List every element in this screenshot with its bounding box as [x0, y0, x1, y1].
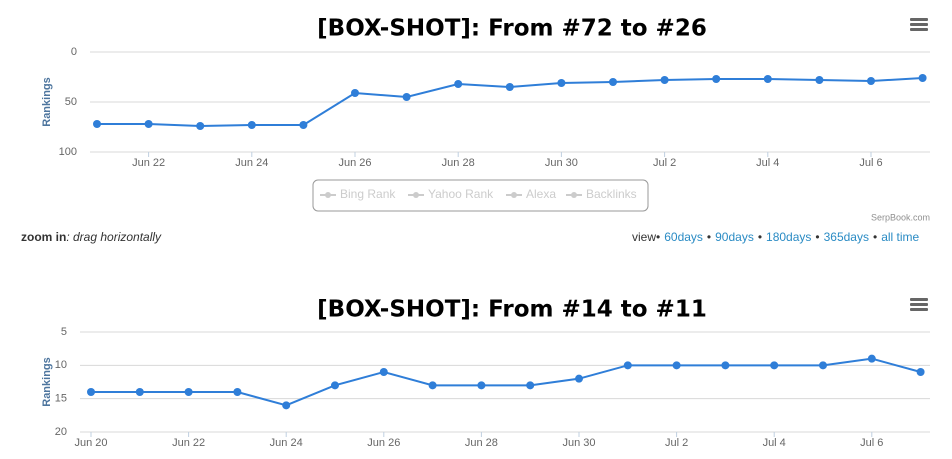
data-point	[93, 120, 101, 128]
zoom-label: zoom in	[21, 230, 66, 244]
legend-marker	[511, 192, 517, 198]
view-link[interactable]: 60days	[664, 230, 703, 244]
y-tick-label: 100	[59, 146, 77, 158]
x-tick-label: Jun 30	[545, 157, 578, 169]
y-tick-label: 15	[55, 393, 67, 405]
data-point	[233, 388, 242, 396]
legend-item[interactable]: Alexa	[526, 187, 556, 201]
data-point	[815, 76, 824, 84]
legend-marker	[325, 192, 331, 198]
legend-marker	[413, 192, 419, 198]
y-tick-label: 20	[55, 426, 67, 438]
data-point	[623, 361, 632, 370]
x-tick-label: Jul 2	[653, 157, 676, 169]
data-point	[402, 93, 411, 101]
data-point	[918, 74, 927, 82]
x-tick-label: Jun 24	[270, 437, 303, 449]
view-label: view	[632, 230, 656, 244]
separator: •	[873, 230, 877, 244]
x-tick-label: Jul 6	[860, 437, 883, 449]
data-point	[819, 361, 827, 370]
view-link[interactable]: 180days	[766, 230, 811, 244]
data-point	[184, 388, 193, 396]
x-tick-label: Jun 26	[338, 157, 371, 169]
chart-title: [BOX-SHOT]: From #72 to #26	[317, 16, 707, 42]
y-tick-label: 0	[71, 46, 77, 58]
view-link[interactable]: 365days	[824, 230, 869, 244]
chart-title: [BOX-SHOT]: From #14 to #11	[317, 297, 707, 323]
data-point	[867, 354, 876, 363]
data-point	[144, 120, 153, 128]
legend-item[interactable]: Yahoo Rank	[428, 187, 494, 201]
data-point	[721, 361, 730, 370]
data-point	[916, 368, 925, 376]
data-point	[770, 361, 779, 370]
x-tick-label: Jul 2	[665, 437, 688, 449]
view-link[interactable]: 90days	[715, 230, 754, 244]
data-point	[87, 388, 95, 396]
data-point	[867, 77, 875, 85]
x-tick-label: Jul 4	[763, 437, 786, 449]
data-point	[135, 388, 144, 396]
separator: •	[815, 230, 819, 244]
data-line	[91, 357, 921, 407]
data-point	[660, 76, 669, 84]
menu-icon[interactable]	[910, 18, 928, 31]
view-link[interactable]: all time	[881, 230, 919, 244]
data-point	[712, 75, 721, 83]
data-point	[331, 381, 339, 390]
data-point	[379, 368, 388, 376]
data-point	[557, 79, 566, 87]
separator: •	[758, 230, 762, 244]
y-axis-label: Rankings	[41, 357, 53, 407]
x-tick-label: Jun 28	[442, 157, 475, 169]
data-point	[299, 121, 308, 129]
separator: •	[656, 230, 660, 244]
x-tick-label: Jun 26	[367, 437, 400, 449]
data-point	[247, 121, 256, 129]
data-point	[672, 361, 681, 370]
data-point	[609, 78, 617, 86]
data-point	[454, 80, 463, 88]
legend-item[interactable]: Bing Rank	[340, 187, 396, 201]
data-point	[505, 83, 514, 91]
legend-box	[312, 179, 649, 212]
data-point	[477, 381, 486, 390]
zoom-text: : drag horizontally	[66, 230, 162, 244]
legend-item[interactable]: Backlinks	[586, 187, 637, 201]
data-point	[526, 381, 535, 390]
y-tick-label: 5	[61, 326, 67, 338]
x-tick-label: Jun 24	[235, 157, 268, 169]
x-tick-label: Jun 22	[132, 157, 165, 169]
separator: •	[707, 230, 711, 244]
data-point	[575, 374, 583, 383]
y-tick-label: 50	[65, 96, 77, 108]
data-point	[351, 89, 359, 97]
y-tick-label: 10	[55, 359, 67, 371]
data-point	[196, 122, 205, 130]
x-tick-label: Jun 22	[172, 437, 205, 449]
credit: SerpBook.com	[871, 212, 930, 222]
data-point	[282, 401, 291, 410]
x-tick-label: Jul 4	[756, 157, 779, 169]
menu-icon[interactable]	[910, 298, 928, 311]
data-point	[763, 75, 772, 83]
x-tick-label: Jun 28	[465, 437, 498, 449]
legend-marker	[571, 192, 577, 198]
data-point	[428, 381, 437, 390]
zoom-hint: zoom in: drag horizontally	[21, 230, 162, 244]
x-tick-label: Jun 30	[562, 437, 595, 449]
y-axis-label: Rankings	[41, 77, 53, 127]
x-tick-label: Jun 20	[74, 437, 107, 449]
view-links: view• 60days • 90days • 180days • 365days • all t…	[632, 230, 920, 244]
x-tick-label: Jul 6	[859, 157, 882, 169]
